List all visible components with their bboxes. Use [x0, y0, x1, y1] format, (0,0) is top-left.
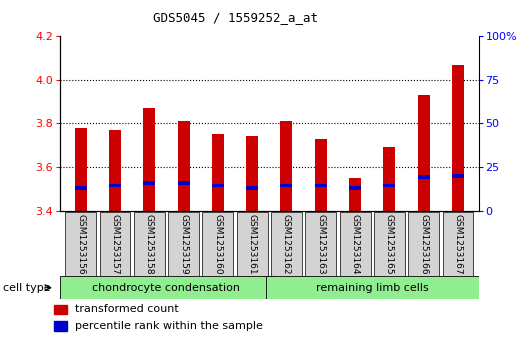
Bar — [349, 178, 361, 211]
Text: chondrocyte condensation: chondrocyte condensation — [93, 283, 241, 293]
Bar — [109, 184, 121, 187]
Text: GSM1253160: GSM1253160 — [213, 214, 222, 274]
Bar — [246, 186, 258, 189]
Bar — [143, 108, 155, 211]
Bar — [418, 95, 430, 211]
FancyBboxPatch shape — [202, 212, 233, 276]
Bar — [143, 182, 155, 185]
FancyBboxPatch shape — [442, 212, 473, 276]
Text: GDS5045 / 1559252_a_at: GDS5045 / 1559252_a_at — [153, 11, 319, 24]
Text: transformed count: transformed count — [75, 305, 179, 314]
Bar — [383, 147, 395, 211]
Bar — [54, 305, 67, 314]
FancyBboxPatch shape — [237, 212, 268, 276]
Text: GSM1253161: GSM1253161 — [248, 214, 257, 274]
Text: cell type: cell type — [3, 283, 50, 293]
Bar — [315, 139, 327, 211]
Text: GSM1253158: GSM1253158 — [145, 214, 154, 274]
Bar — [349, 186, 361, 189]
Text: percentile rank within the sample: percentile rank within the sample — [75, 321, 263, 331]
Text: GSM1253167: GSM1253167 — [453, 214, 462, 274]
Text: GSM1253159: GSM1253159 — [179, 214, 188, 274]
FancyBboxPatch shape — [134, 212, 165, 276]
Bar — [109, 130, 121, 211]
Bar — [54, 321, 67, 331]
Bar — [280, 184, 292, 187]
FancyBboxPatch shape — [408, 212, 439, 276]
Text: GSM1253164: GSM1253164 — [350, 214, 360, 274]
Bar — [178, 121, 190, 211]
FancyBboxPatch shape — [271, 212, 302, 276]
FancyBboxPatch shape — [60, 276, 273, 299]
Text: GSM1253163: GSM1253163 — [316, 214, 325, 274]
FancyBboxPatch shape — [305, 212, 336, 276]
Bar — [75, 128, 87, 211]
Bar — [178, 182, 190, 185]
FancyBboxPatch shape — [374, 212, 405, 276]
FancyBboxPatch shape — [168, 212, 199, 276]
FancyBboxPatch shape — [65, 212, 96, 276]
Bar — [452, 174, 464, 178]
Text: GSM1253162: GSM1253162 — [282, 214, 291, 274]
Text: GSM1253156: GSM1253156 — [76, 214, 85, 274]
Text: GSM1253165: GSM1253165 — [385, 214, 394, 274]
Text: remaining limb cells: remaining limb cells — [316, 283, 429, 293]
Bar — [212, 184, 224, 187]
FancyBboxPatch shape — [99, 212, 130, 276]
Bar — [212, 134, 224, 211]
Text: GSM1253166: GSM1253166 — [419, 214, 428, 274]
FancyBboxPatch shape — [339, 212, 370, 276]
Bar — [383, 184, 395, 187]
FancyBboxPatch shape — [266, 276, 479, 299]
Bar — [452, 65, 464, 211]
Bar — [75, 186, 87, 189]
Bar — [315, 184, 327, 187]
Bar — [246, 136, 258, 211]
Text: GSM1253157: GSM1253157 — [110, 214, 120, 274]
Bar — [280, 121, 292, 211]
Bar — [418, 175, 430, 179]
